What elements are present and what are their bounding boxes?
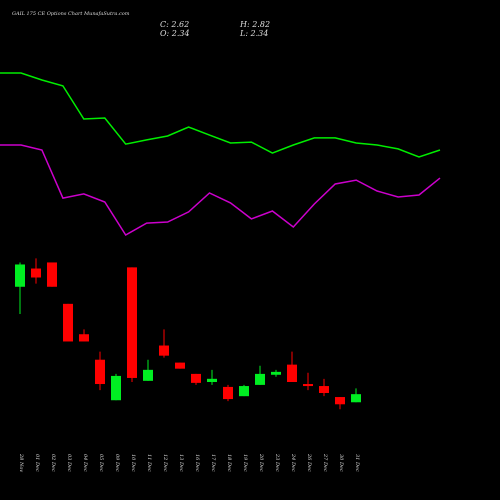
x-tick-label: 09 Dec xyxy=(114,454,120,472)
candle-body xyxy=(79,334,89,342)
x-tick-label: 03 Dec xyxy=(66,454,72,472)
x-tick-label: 23 Dec xyxy=(274,453,280,472)
candle-body xyxy=(271,371,281,375)
candle-body xyxy=(175,362,185,369)
info-open: O: 2.34 xyxy=(160,29,190,38)
indicator-line xyxy=(0,144,441,237)
x-tick-label: 17 Dec xyxy=(210,454,216,472)
x-tick-label: 01 Dec xyxy=(34,454,40,472)
chart-title: GAIL 175 CE Options Chart MunafaSutra.co… xyxy=(12,11,130,17)
x-tick-label: 30 Dec xyxy=(338,454,344,472)
candle-body xyxy=(351,394,361,403)
candle-body xyxy=(95,359,105,385)
x-tick-label: 10 Dec xyxy=(130,454,136,472)
candle-body xyxy=(15,264,25,287)
candle-body xyxy=(111,375,121,401)
x-tick-label: 11 Dec xyxy=(146,454,152,472)
candle-body xyxy=(335,397,345,405)
x-tick-label: 05 Dec xyxy=(98,454,104,472)
x-tick-label: 04 Dec xyxy=(82,454,88,472)
x-tick-label: 02 Dec xyxy=(50,454,56,472)
x-tick-label: 28 Nov xyxy=(18,453,24,472)
x-tick-label: 16 Dec xyxy=(194,454,200,472)
candle-body xyxy=(239,386,249,397)
x-tick-label: 12 Dec xyxy=(162,454,168,472)
candle-body xyxy=(207,378,217,382)
candle-body xyxy=(47,262,57,287)
candle-body xyxy=(159,345,169,356)
candle-body xyxy=(255,373,265,385)
x-tick-label: 20 Dec xyxy=(258,453,264,472)
candle-body xyxy=(191,373,201,383)
candle-body xyxy=(319,386,329,393)
candle-body xyxy=(287,364,297,382)
x-tick-label: 18 Dec xyxy=(226,454,232,472)
x-tick-label: 31 Dec xyxy=(354,454,360,472)
indicator-line xyxy=(0,72,441,158)
candle-body xyxy=(223,386,233,400)
candle-body xyxy=(303,384,313,387)
x-tick-label: 13 Dec xyxy=(178,454,184,472)
x-tick-label: 19 Dec xyxy=(242,454,248,472)
x-tick-label: 24 Dec xyxy=(290,453,296,472)
candle-body xyxy=(143,369,153,381)
info-close: C: 2.62 xyxy=(160,20,189,29)
candle-body xyxy=(63,303,73,342)
candle-body xyxy=(31,268,41,278)
x-tick-label: 27 Dec xyxy=(322,453,328,472)
info-high: H: 2.82 xyxy=(239,20,270,29)
candle-body xyxy=(127,267,137,378)
x-tick-label: 26 Dec xyxy=(306,453,312,472)
info-low: L: 2.34 xyxy=(239,29,268,38)
